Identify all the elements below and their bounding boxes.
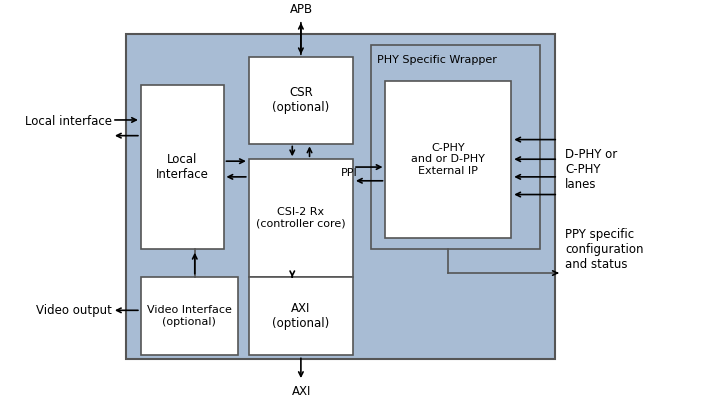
Bar <box>371 45 540 250</box>
Text: Local interface: Local interface <box>25 116 112 128</box>
Text: Video output: Video output <box>36 304 112 317</box>
Bar <box>385 81 511 238</box>
Text: PPY specific
configuration
and status: PPY specific configuration and status <box>565 228 644 271</box>
Text: C-PHY
and or D-PHY
External IP: C-PHY and or D-PHY External IP <box>411 143 485 176</box>
Text: Local
Interface: Local Interface <box>156 153 209 181</box>
Bar <box>248 57 353 144</box>
Text: D-PHY or
C-PHY
lanes: D-PHY or C-PHY lanes <box>565 148 618 190</box>
Text: CSI-2 Rx
(controller core): CSI-2 Rx (controller core) <box>256 207 346 229</box>
Bar <box>248 277 353 356</box>
Text: Video Interface
(optional): Video Interface (optional) <box>147 306 232 327</box>
Text: AXI
(optional): AXI (optional) <box>272 302 330 330</box>
Bar <box>141 277 238 356</box>
Text: PHY Specific Wrapper: PHY Specific Wrapper <box>377 55 497 65</box>
Bar <box>248 159 353 277</box>
Bar <box>127 34 554 359</box>
Text: APB: APB <box>289 3 312 16</box>
Text: AXI: AXI <box>292 385 311 398</box>
Text: PPI: PPI <box>341 168 358 178</box>
Bar <box>141 85 223 250</box>
Text: CSR
(optional): CSR (optional) <box>272 86 330 114</box>
